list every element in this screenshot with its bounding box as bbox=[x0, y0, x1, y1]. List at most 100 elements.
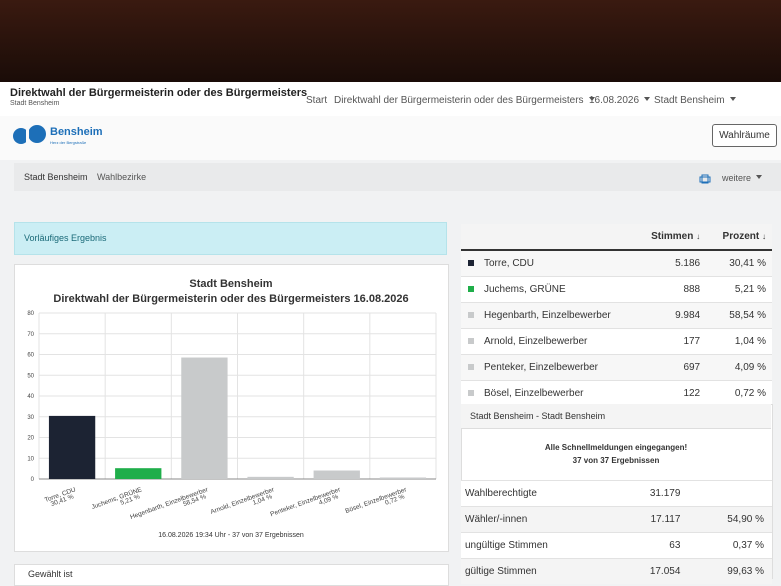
elected-panel bbox=[14, 564, 449, 586]
results-table: Stimmen ↓ Prozent ↓ Torre, CDU 5.186 30,41… bbox=[461, 224, 772, 407]
y-tick-label: 10 bbox=[27, 456, 34, 462]
header-cell[interactable]: Stimmen ↓ bbox=[633, 224, 706, 250]
y-tick-label: 40 bbox=[27, 394, 34, 400]
nav-link[interactable]: Stadt Bensheim bbox=[654, 95, 736, 106]
subnav-link[interactable]: Stadt Bensheim bbox=[24, 172, 88, 182]
candidate-name: Juchems, GRÜNE bbox=[484, 284, 566, 295]
bar bbox=[313, 470, 360, 479]
cell: Bösel, Einzelbewerber bbox=[461, 381, 633, 407]
color-swatch bbox=[468, 390, 474, 396]
percent: 4,09 % bbox=[734, 362, 766, 373]
header-cell[interactable]: Prozent ↓ bbox=[706, 224, 772, 250]
elected-title: Gewählt ist bbox=[28, 569, 73, 579]
subnav-link[interactable]: Wahlbezirke bbox=[97, 172, 147, 182]
y-tick-label: 50 bbox=[27, 373, 34, 379]
color-swatch bbox=[468, 312, 474, 318]
votes: 177 bbox=[683, 336, 701, 347]
summary-row: Wähler/-innen 17.117 54,90 % bbox=[461, 506, 772, 533]
percent: 30,41 % bbox=[729, 258, 766, 269]
candidate-name: Penteker, Einzelbewerber bbox=[484, 362, 598, 373]
percent: 99,63 % bbox=[727, 566, 764, 577]
votes: 697 bbox=[683, 362, 701, 373]
chart-subtitle: Direktwahl der Bürgermeisterin oder des … bbox=[53, 293, 408, 305]
summary-table: Wahlberechtigte 31.179 Wähler/-innen 17.117… bbox=[461, 480, 772, 584]
bar bbox=[181, 357, 228, 479]
bar bbox=[115, 468, 162, 479]
logo-tagline: Herz der Bergstraße bbox=[50, 140, 87, 145]
button[interactable]: Wahlräume bbox=[712, 124, 777, 147]
chart-title: Stadt Bensheim bbox=[189, 278, 272, 290]
bar bbox=[247, 476, 294, 479]
color-swatch bbox=[468, 286, 474, 292]
candidate-name: Bösel, Einzelbewerber bbox=[484, 388, 584, 399]
votes: 5.186 bbox=[675, 258, 701, 269]
cell: Torre, CDU bbox=[461, 250, 633, 277]
count: 17.117 bbox=[650, 514, 681, 525]
y-tick-label: 70 bbox=[27, 332, 34, 338]
cell: Juchems, GRÜNE bbox=[461, 277, 633, 303]
sort-icon: ↓ bbox=[762, 232, 766, 241]
result-row: Torre, CDU 5.186 30,41 % bbox=[461, 250, 772, 277]
page-title: Direktwahl der Bürgermeisterin oder des … bbox=[10, 87, 308, 99]
nav-link[interactable]: 16.08.2026 bbox=[589, 95, 650, 106]
sort-icon: ↓ bbox=[696, 232, 701, 241]
result-row: Hegenbarth, Einzelbewerber 9.984 58,54 % bbox=[461, 302, 772, 329]
percent: 0,37 % bbox=[732, 540, 764, 551]
bar bbox=[379, 477, 427, 479]
votes: 888 bbox=[683, 284, 701, 295]
cell: Penteker, Einzelbewerber bbox=[461, 355, 633, 381]
result-row: Juchems, GRÜNE 888 5,21 % bbox=[461, 276, 772, 303]
percent: 0,72 % bbox=[734, 388, 766, 399]
count: 63 bbox=[669, 540, 681, 551]
candidate-name: Arnold, Einzelbewerber bbox=[484, 336, 588, 347]
y-tick-label: 60 bbox=[27, 353, 34, 359]
nav-link[interactable]: Start bbox=[306, 95, 328, 106]
count: 31.179 bbox=[649, 488, 681, 499]
cell: Hegenbarth, Einzelbewerber bbox=[461, 303, 633, 329]
background-photo bbox=[0, 0, 781, 82]
logo-icon bbox=[13, 125, 46, 144]
result-row: Arnold, Einzelbewerber 177 1,04 % bbox=[461, 328, 772, 355]
summary-row: Wahlberechtigte 31.179 bbox=[461, 480, 772, 507]
print-icon[interactable] bbox=[699, 174, 711, 184]
summary-row: gültige Stimmen 17.054 99,63 % bbox=[461, 558, 772, 584]
alert-text: Vorläufiges Ergebnis bbox=[24, 233, 107, 243]
result-row: Bösel, Einzelbewerber 122 0,72 % bbox=[461, 380, 772, 407]
header-cell bbox=[461, 224, 633, 250]
votes: 122 bbox=[683, 388, 701, 399]
color-swatch bbox=[468, 364, 474, 370]
percent: 1,04 % bbox=[734, 336, 766, 347]
summary-header bbox=[461, 404, 771, 429]
summary-row: ungültige Stimmen 63 0,37 % bbox=[461, 532, 772, 559]
count: 17.054 bbox=[649, 566, 681, 577]
nav-link[interactable]: Direktwahl der Bürgermeisterin oder des … bbox=[334, 95, 595, 106]
chart-panel: Stadt Bensheim Direktwahl der Bürgermeis… bbox=[14, 264, 449, 552]
votes: 9.984 bbox=[675, 310, 701, 321]
y-tick-label: 0 bbox=[31, 477, 35, 483]
subnav-link[interactable]: weitere bbox=[722, 173, 762, 183]
subnav bbox=[14, 163, 781, 191]
y-tick-label: 30 bbox=[27, 415, 34, 421]
color-swatch bbox=[468, 260, 474, 266]
summary-panel bbox=[461, 404, 773, 579]
percent: 54,90 % bbox=[727, 514, 764, 525]
column-header: Stimmen bbox=[651, 231, 694, 242]
chart-footer: 16.08.2026 19:34 Uhr - 37 von 37 Ergebni… bbox=[158, 532, 304, 539]
summary-notice: Alle Schnellmeldungen eingegangen! bbox=[544, 443, 688, 452]
label: ungültige Stimmen bbox=[465, 540, 548, 551]
bar bbox=[48, 415, 96, 479]
percent: 58,54 % bbox=[729, 310, 766, 321]
summary-title: Stadt Bensheim - Stadt Bensheim bbox=[470, 411, 606, 421]
logo-bar bbox=[0, 116, 781, 160]
y-tick-label: 20 bbox=[27, 436, 34, 442]
cell: Arnold, Einzelbewerber bbox=[461, 329, 633, 355]
alert bbox=[14, 222, 447, 255]
candidate-name: Torre, CDU bbox=[484, 258, 535, 269]
label: Wahlberechtigte bbox=[465, 488, 537, 499]
summary-count: 37 von 37 Ergebnissen bbox=[572, 456, 660, 465]
page-subtitle: Stadt Bensheim bbox=[10, 100, 60, 107]
candidate-name: Hegenbarth, Einzelbewerber bbox=[484, 310, 611, 321]
color-swatch bbox=[468, 338, 474, 344]
logo-name: Bensheim bbox=[50, 126, 103, 138]
